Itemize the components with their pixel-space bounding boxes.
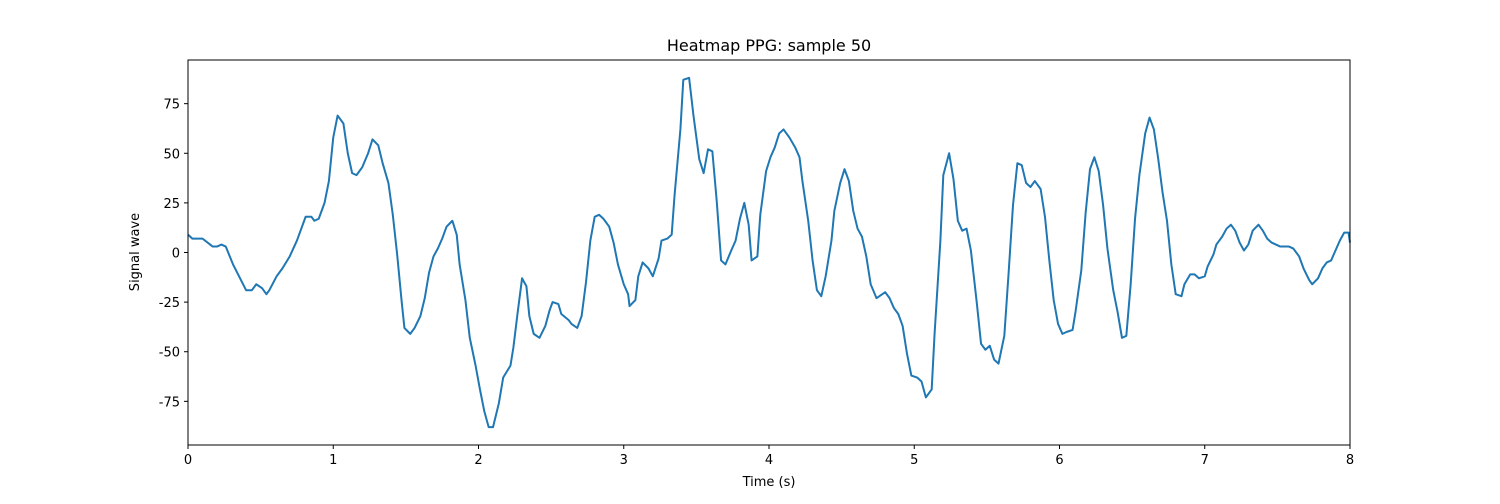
- x-axis-label: Time (s): [742, 475, 796, 490]
- y-tick-label: -25: [159, 296, 180, 311]
- signal-line: [187, 76, 1351, 429]
- y-tick-label: 0: [172, 247, 180, 262]
- x-tick-label: 3: [620, 453, 628, 468]
- chart-title: Heatmap PPG: sample 50: [667, 36, 871, 55]
- x-tick-label: 5: [910, 453, 918, 468]
- y-tick-label: 75: [163, 98, 180, 113]
- y-tick-label: -50: [159, 346, 180, 361]
- y-tick-label: -75: [159, 395, 180, 410]
- y-tick-label: 25: [163, 197, 180, 212]
- x-tick-label: 4: [765, 453, 773, 468]
- x-tick-label: 1: [329, 453, 337, 468]
- x-tick-label: 8: [1346, 453, 1354, 468]
- y-tick-label: 50: [163, 147, 180, 162]
- x-tick-label: 7: [1201, 453, 1209, 468]
- x-tick-label: 0: [184, 453, 192, 468]
- plot-frame: [187, 59, 1351, 446]
- x-tick-label: 6: [1055, 453, 1063, 468]
- y-axis-label: Signal wave: [128, 213, 143, 291]
- x-tick-label: 2: [474, 453, 482, 468]
